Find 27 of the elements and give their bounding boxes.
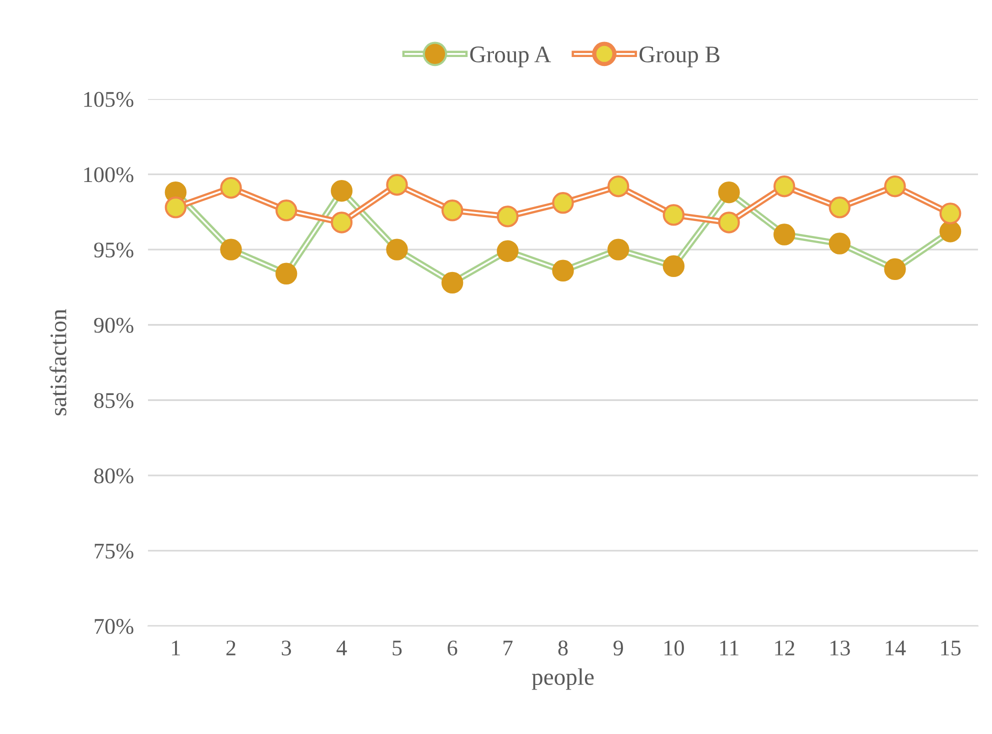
x-tick-label: 15: [941, 640, 961, 656]
x-tick-label: 12: [775, 640, 794, 656]
y-axis-title: satisfaction: [50, 309, 66, 416]
x-axis-title: people: [532, 668, 594, 690]
y-tick-label: 80%: [94, 468, 134, 484]
legend-label: Group A: [470, 46, 552, 68]
y-tick-label: 85%: [94, 393, 134, 408]
x-tick-label: 9: [613, 640, 623, 656]
x-tick-label: 10: [664, 640, 684, 656]
x-tick-label: 6: [448, 640, 458, 656]
y-tick-label: 70%: [94, 618, 134, 634]
x-tick-label: 13: [830, 640, 850, 656]
x-tick-label: 2: [226, 640, 236, 656]
y-tick-label: 75%: [94, 544, 134, 559]
x-tick-label: 7: [504, 640, 513, 656]
x-tick-label: 11: [720, 640, 738, 656]
x-tick-label: 4: [336, 640, 347, 656]
y-tick-label: 95%: [94, 242, 134, 258]
legend-label: Group B: [640, 46, 720, 68]
y-tick-label: 100%: [84, 167, 134, 182]
x-tick-label: 3: [282, 640, 292, 656]
x-tick-label: 14: [886, 640, 906, 656]
y-tick-label: 105%: [84, 92, 134, 107]
x-tick-label: 8: [558, 640, 568, 656]
x-tick-label: 5: [392, 640, 402, 656]
y-tick-label: 90%: [94, 318, 134, 333]
x-tick-label: 1: [172, 640, 180, 656]
